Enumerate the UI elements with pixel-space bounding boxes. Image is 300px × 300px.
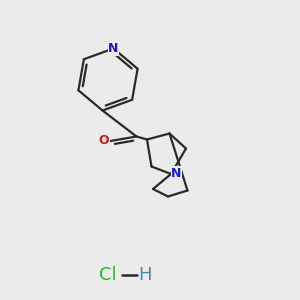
- Text: N: N: [108, 42, 119, 55]
- Text: Cl: Cl: [99, 266, 117, 284]
- Text: H: H: [139, 266, 152, 284]
- Text: N: N: [171, 167, 182, 180]
- Text: O: O: [98, 134, 109, 147]
